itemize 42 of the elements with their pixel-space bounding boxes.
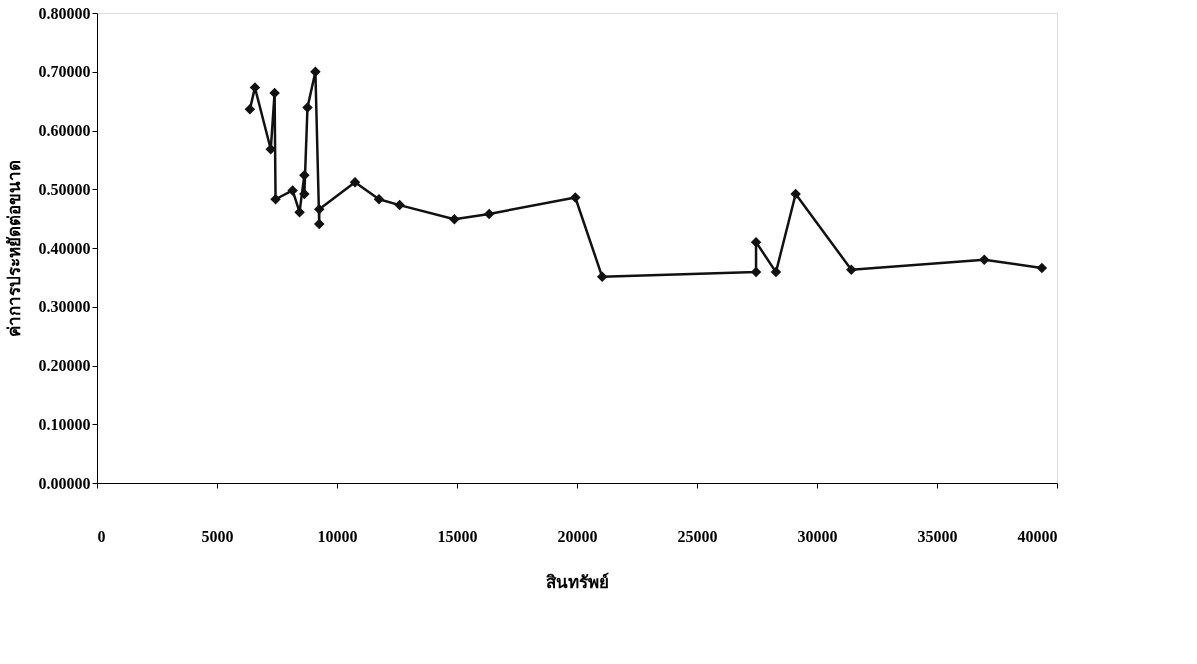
point: [373, 193, 385, 205]
point: [394, 199, 405, 211]
point: [349, 176, 361, 188]
point: [750, 236, 762, 248]
point: [270, 193, 281, 205]
y-tick-label: 0.10000: [38, 415, 91, 433]
point: [1036, 262, 1048, 274]
point: [596, 271, 608, 283]
point: [846, 264, 857, 275]
x-tick-label: 35000: [917, 527, 958, 545]
point: [287, 185, 298, 196]
y-tick-label: 0.40000: [38, 239, 91, 257]
point: [770, 266, 782, 278]
point: [314, 203, 325, 215]
point: [302, 102, 313, 113]
x-tick-label: 5000: [201, 527, 234, 545]
point: [314, 218, 325, 230]
x-axis-title: สินทรัพย์: [546, 571, 609, 592]
point: [244, 104, 256, 115]
x-tick-label: 15000: [437, 527, 478, 545]
x-tick-label: 10000: [317, 527, 358, 545]
point: [269, 87, 280, 99]
x-tick-label: 0: [97, 527, 106, 545]
y-tick-label: 0.00000: [38, 474, 91, 492]
y-tick-label: 0.70000: [38, 63, 91, 81]
x-tick-label: 40000: [1017, 527, 1058, 545]
point: [570, 192, 581, 203]
x-tick-label: 25000: [677, 527, 718, 545]
point: [449, 213, 460, 225]
y-axis-title: ค่าการประหยัดต่อขนาด: [4, 160, 24, 337]
y-tick-label: 0.50000: [38, 180, 91, 198]
point: [299, 188, 310, 200]
y-tick-label: 0.80000: [38, 4, 91, 22]
point: [310, 66, 321, 77]
point: [979, 254, 990, 265]
y-tick-label: 0.20000: [38, 357, 91, 374]
point: [790, 188, 801, 200]
y-tick-label: 0.60000: [38, 122, 91, 139]
point: [483, 208, 495, 220]
x-tick-label: 20000: [557, 527, 598, 545]
y-tick-label: 0.30000: [38, 298, 91, 316]
x-tick-label: 30000: [797, 527, 838, 545]
